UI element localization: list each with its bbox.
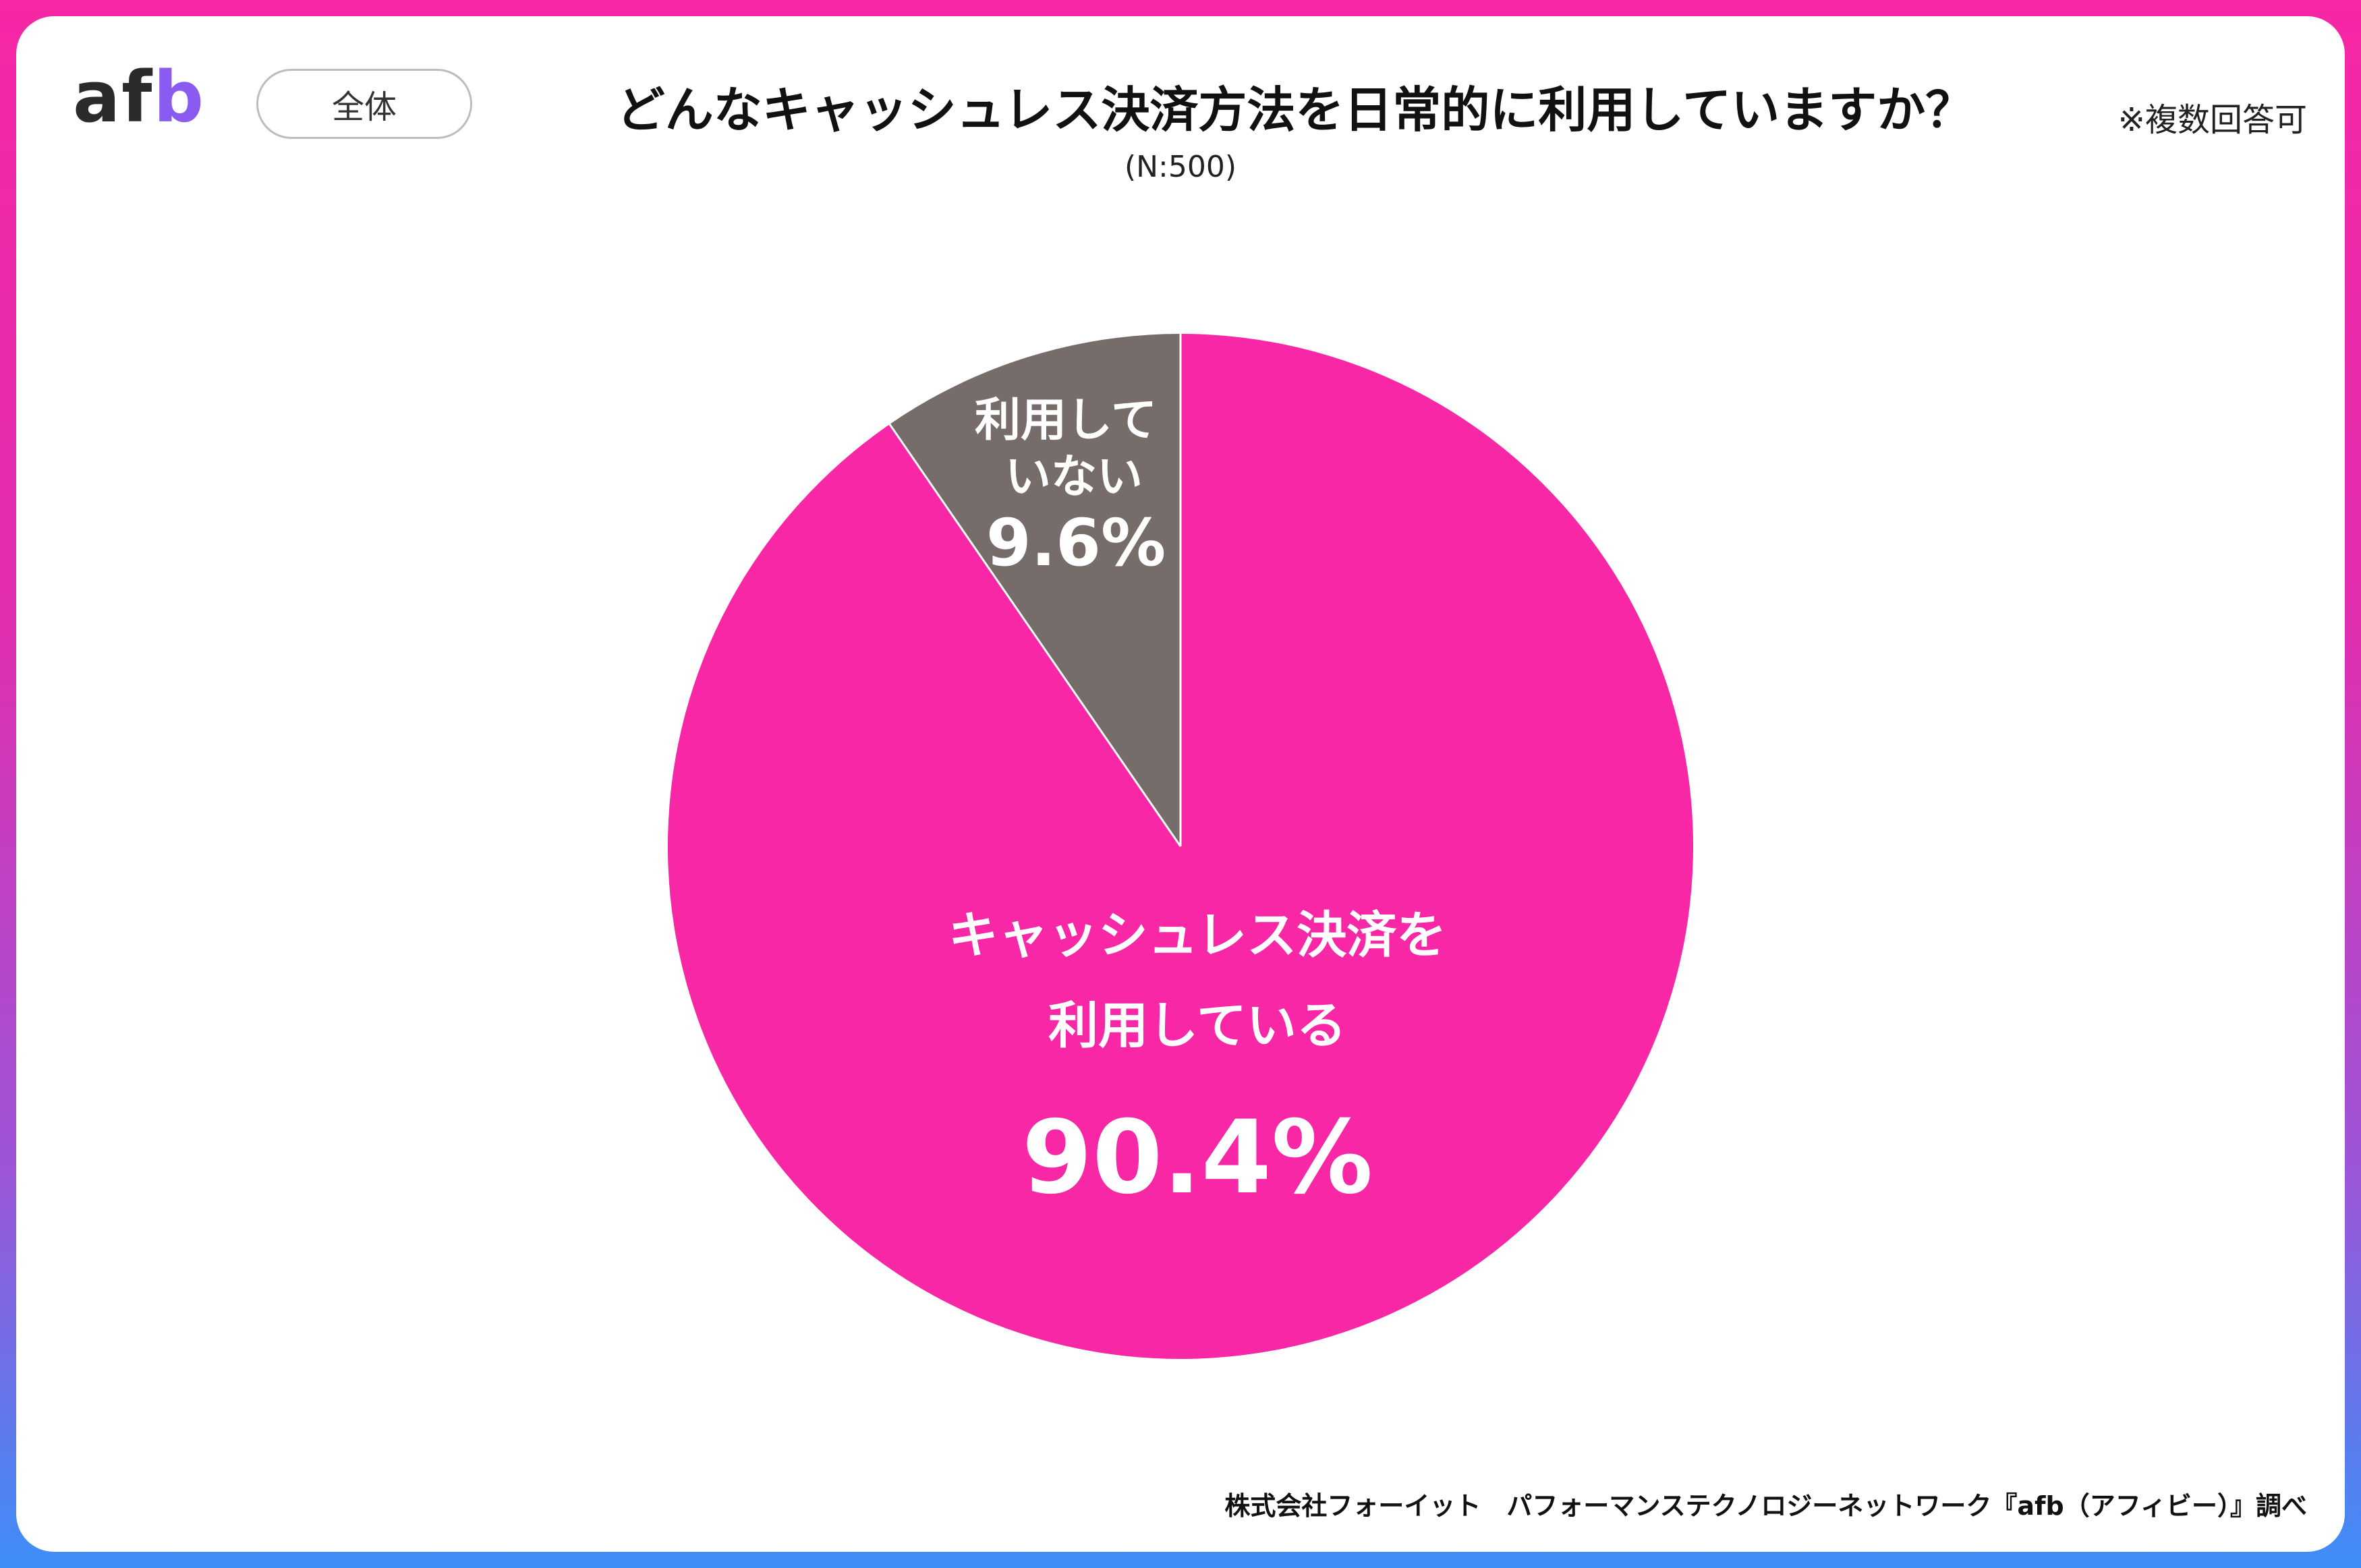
- chart-title: どんなキャッシュレス決済方法を日常的に利用していますか？: [616, 82, 1974, 138]
- source-credit: 株式会社フォーイット パフォーマンステクノロジーネットワーク『afb（アフィビー…: [1224, 1491, 2307, 1521]
- segment-badge: 全体: [256, 69, 472, 139]
- slice-label-using-line2: 利用している: [1048, 997, 1346, 1055]
- slice-label-using-line1: キャッシュレス決済を: [948, 906, 1447, 964]
- afb-logo: afb: [73, 56, 205, 138]
- slice-label-not-using-line2: いない: [1005, 451, 1143, 504]
- sample-size: (N:500): [1124, 150, 1237, 184]
- pie-slice-not-using: [889, 334, 1180, 846]
- slice-label-not-using-line1: 利用して: [975, 394, 1157, 447]
- slice-value-not-using: 9.6%: [986, 505, 1166, 581]
- slice-value-using: 90.4%: [1022, 1099, 1373, 1217]
- multiple-answer-note: ※複数回答可: [2117, 101, 2307, 139]
- slice-separator: [888, 424, 1182, 847]
